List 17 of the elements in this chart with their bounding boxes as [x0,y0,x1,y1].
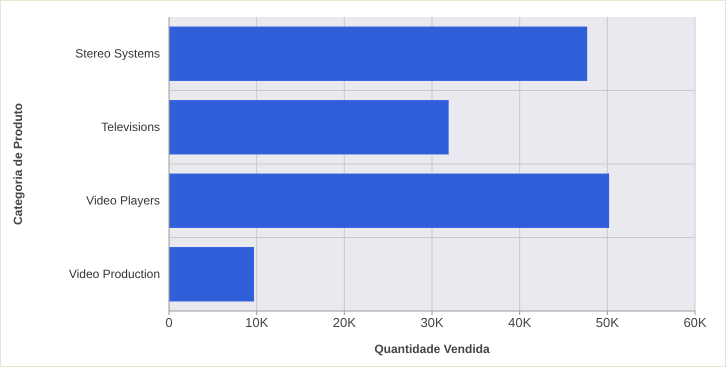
x-tick-label: 40K [508,315,532,330]
x-tick-label: 50K [596,315,620,330]
bar [169,174,610,228]
x-tick-label: 10K [245,315,269,330]
bar [169,247,254,302]
y-tick-label: Video Players [86,194,160,208]
x-tick-label: 30K [420,315,444,330]
x-axis-title: Quantidade Vendida [374,342,490,356]
y-tick-label: Video Production [68,267,160,282]
x-tick-label: 0 [165,315,173,330]
x-tick-label: 20K [332,315,356,330]
y-tick-label: Televisions [101,120,160,134]
y-axis-title: Categoria de Produto [11,102,25,226]
y-tick-label: Stereo Systems [75,46,160,61]
x-tick-label: 60K [683,315,707,330]
bar [169,100,449,154]
bar [169,26,588,81]
